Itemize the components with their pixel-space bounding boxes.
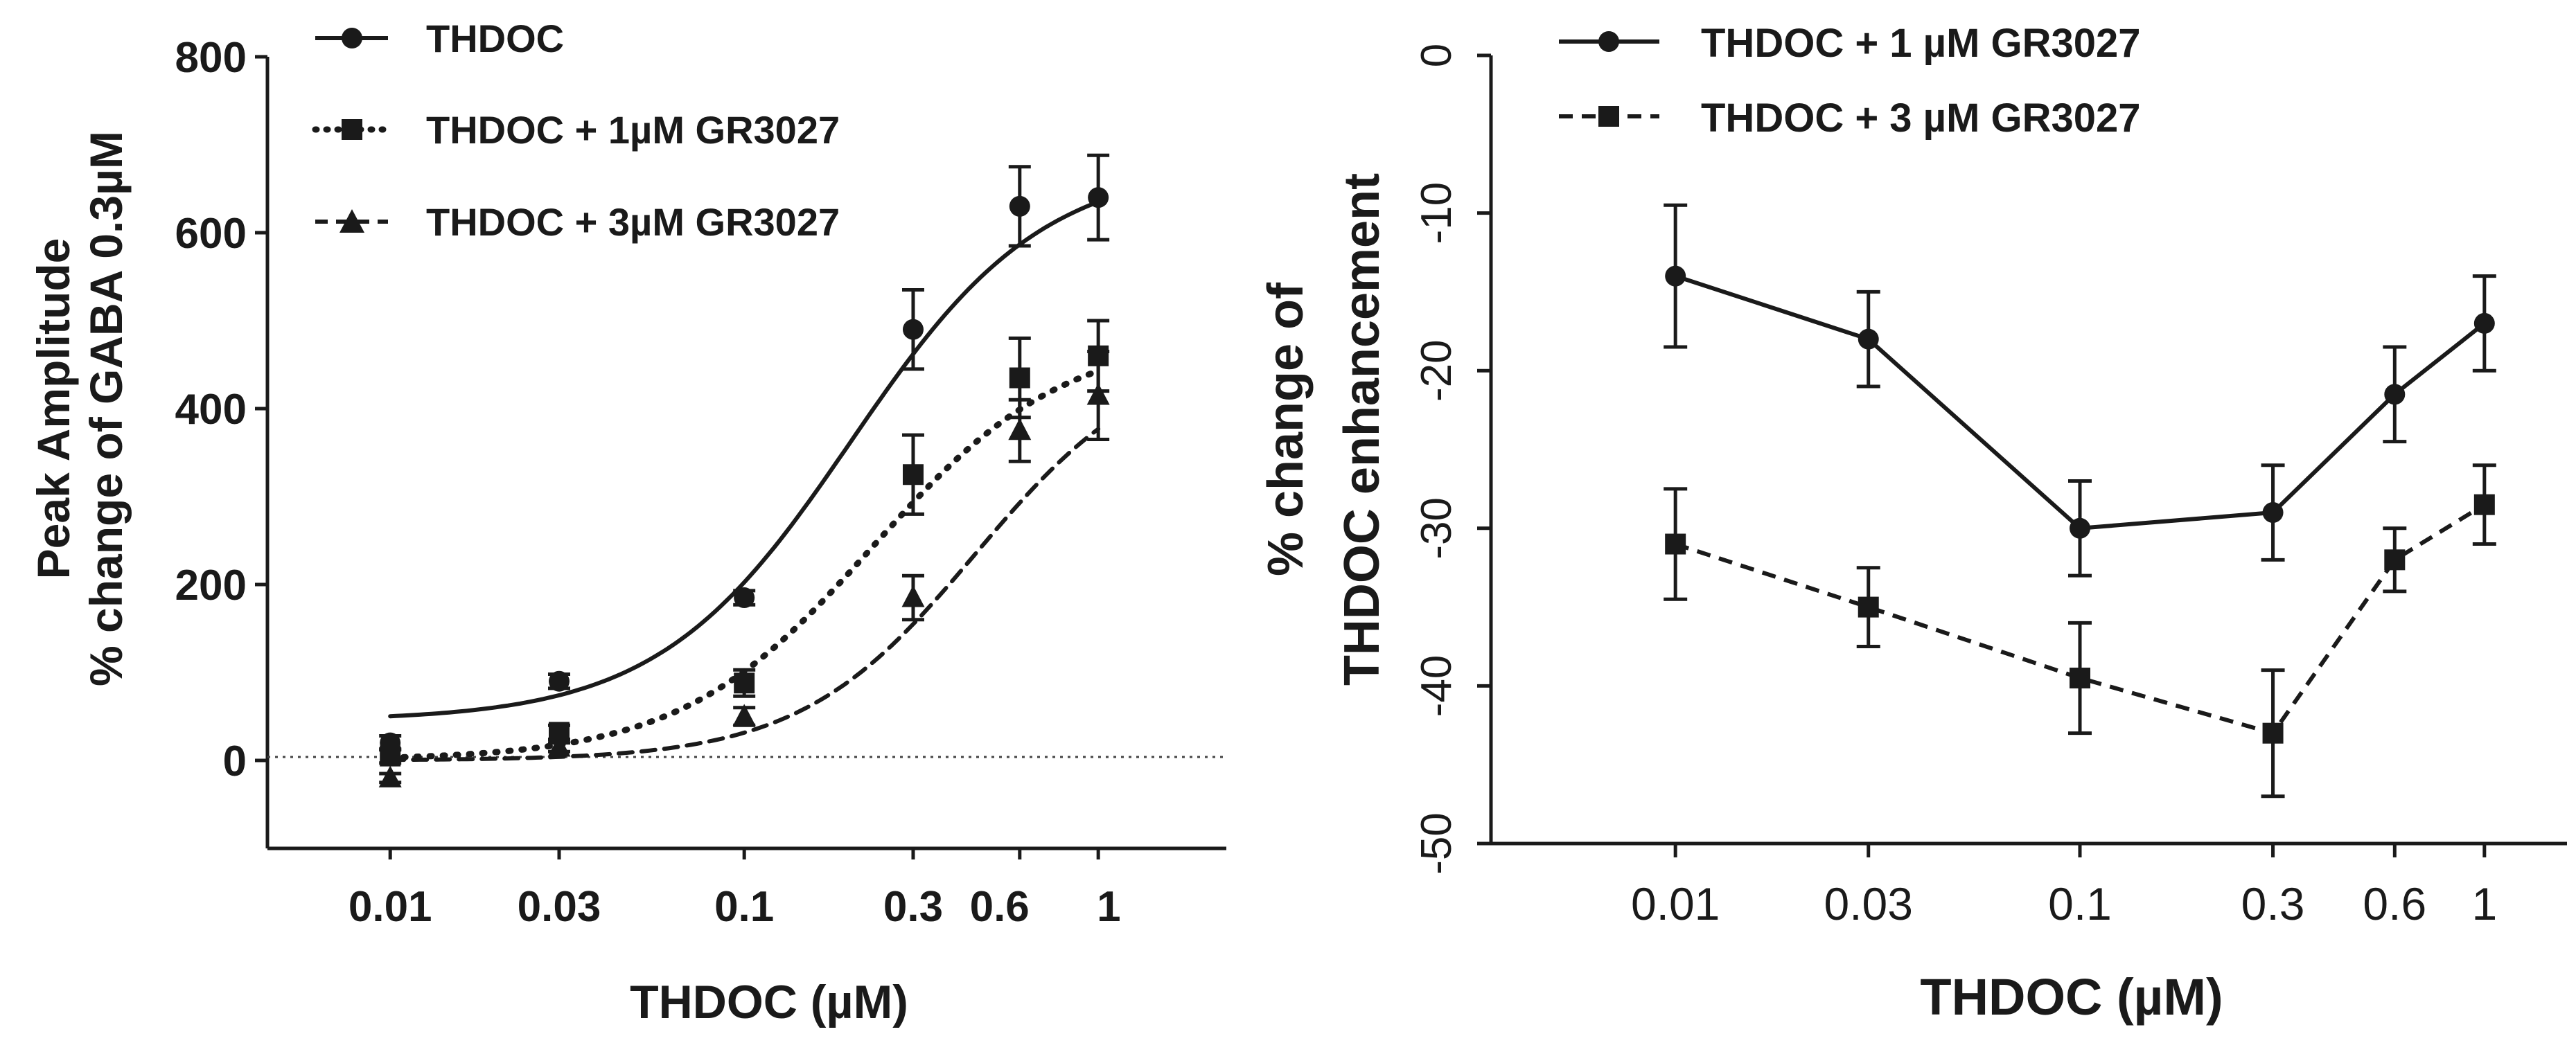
left-point-s1-p0 — [380, 745, 401, 767]
left-point-s1-p2 — [734, 672, 755, 694]
left-x-ticks: 0.01 0.03 0.1 0.3 0.6 1 — [349, 848, 1121, 931]
left-x-tick-label-0: 0.01 — [349, 883, 432, 931]
left-point-s0-p5 — [1088, 187, 1109, 208]
right-series-lines — [1675, 274, 2486, 736]
left-point-s2-p4 — [1008, 418, 1032, 440]
right-legend-marker-1um — [1598, 31, 1619, 52]
right-point-s1-p2 — [2070, 668, 2091, 689]
left-legend: THDOC THDOC + 1µM GR3027 THDOC + 3µM GR3… — [312, 17, 840, 244]
right-point-s0-p0 — [1665, 265, 1686, 287]
right-legend: THDOC + 1 µM GR3027 THDOC + 3 µM GR3027 — [1559, 21, 2141, 141]
left-x-tick-label-1: 0.03 — [518, 883, 601, 931]
right-x-ticks: 0.01 0.03 0.1 0.3 0.6 1 — [1631, 844, 2497, 929]
left-y-tick-label-2: 400 — [175, 386, 247, 434]
right-y-tick-label-0: 0 — [1413, 44, 1461, 67]
left-y-axis-label-line2: % change of GABA 0.3µM — [80, 131, 132, 686]
right-y-tick-label-5: -50 — [1413, 812, 1461, 875]
right-data-marks — [1664, 203, 2496, 799]
left-point-s0-p3 — [902, 319, 924, 340]
left-fit-curve-series-2 — [388, 427, 1101, 763]
left-legend-marker-thdoc — [342, 28, 362, 48]
right-x-axis-label: THDOC (µM) — [1920, 968, 2223, 1026]
left-data-marks — [378, 153, 1110, 787]
right-y-tick-label-2: -20 — [1413, 339, 1461, 402]
left-x-tick-label-4: 0.6 — [970, 883, 1030, 931]
left-x-tick-label-2: 0.1 — [714, 883, 774, 931]
right-series-line-1 — [1675, 503, 2486, 736]
right-x-tick-label-1: 0.03 — [1824, 878, 1913, 929]
right-y-ticks: 0 -10 -20 -30 -40 -50 — [1413, 44, 1491, 875]
right-y-tick-label-3: -30 — [1413, 497, 1461, 560]
right-point-s1-p0 — [1665, 533, 1686, 555]
right-y-axis-label-line1: % change of — [1258, 282, 1314, 576]
left-point-s1-p3 — [902, 464, 924, 485]
left-legend-label-thdoc: THDOC — [426, 17, 564, 60]
right-legend-marker-3um — [1598, 106, 1619, 127]
left-point-s2-p3 — [901, 585, 925, 607]
left-y-ticks: 0 200 400 600 800 — [175, 34, 267, 785]
left-fit-curve-series-0 — [388, 199, 1101, 719]
right-point-s0-p5 — [2473, 312, 2495, 334]
left-point-s0-p4 — [1009, 195, 1030, 217]
left-point-s2-p1 — [547, 734, 571, 757]
left-legend-marker-3um — [339, 209, 364, 233]
right-y-tick-label-4: -40 — [1413, 655, 1461, 717]
left-chart-panel: Peak Amplitude % change of GABA 0.3µM 0 2… — [28, 17, 1226, 1028]
left-x-tick-label-3: 0.3 — [883, 883, 943, 931]
right-point-s0-p4 — [2384, 384, 2406, 405]
right-x-tick-label-4: 0.6 — [2363, 878, 2426, 929]
left-x-tick-label-5: 1 — [1097, 883, 1120, 931]
right-point-s1-p1 — [1858, 596, 1879, 618]
right-legend-label-1um: THDOC + 1 µM GR3027 — [1701, 21, 2141, 66]
left-x-axis-label: THDOC (µM) — [630, 976, 908, 1028]
left-point-s2-p0 — [378, 765, 402, 787]
left-legend-marker-1um — [342, 119, 362, 140]
left-y-tick-label-3: 600 — [175, 210, 247, 258]
left-y-tick-label-1: 200 — [175, 562, 247, 609]
left-y-axis-label-line1: Peak Amplitude — [28, 238, 79, 580]
right-y-axis-label-line2: THDOC enhancement — [1334, 173, 1390, 686]
right-point-s0-p2 — [2070, 517, 2091, 539]
right-point-s0-p1 — [1858, 328, 1879, 350]
right-x-tick-label-0: 0.01 — [1631, 878, 1720, 929]
left-point-s2-p2 — [732, 704, 756, 726]
right-y-tick-label-1: -10 — [1413, 182, 1461, 244]
left-point-s0-p2 — [734, 587, 755, 609]
left-point-s2-p5 — [1086, 382, 1110, 405]
right-x-tick-label-3: 0.3 — [2241, 878, 2305, 929]
right-point-s1-p4 — [2384, 549, 2406, 571]
left-point-s0-p1 — [549, 670, 570, 692]
right-chart-panel: % change of THDOC enhancement 0 -10 -20 -30… — [1258, 21, 2567, 1026]
right-point-s1-p3 — [2262, 722, 2284, 744]
right-x-tick-label-5: 1 — [2471, 878, 2497, 929]
left-point-s1-p4 — [1009, 367, 1030, 389]
left-legend-label-1um: THDOC + 1µM GR3027 — [426, 108, 840, 152]
left-y-tick-label-4: 800 — [175, 34, 247, 82]
right-point-s1-p5 — [2473, 494, 2495, 515]
right-point-s0-p3 — [2262, 502, 2284, 524]
left-legend-label-3um: THDOC + 3µM GR3027 — [426, 200, 840, 244]
right-legend-label-3um: THDOC + 3 µM GR3027 — [1701, 96, 2141, 141]
left-y-tick-label-0: 0 — [223, 738, 247, 785]
right-series-line-0 — [1675, 274, 2486, 531]
right-x-tick-label-2: 0.1 — [2048, 878, 2112, 929]
